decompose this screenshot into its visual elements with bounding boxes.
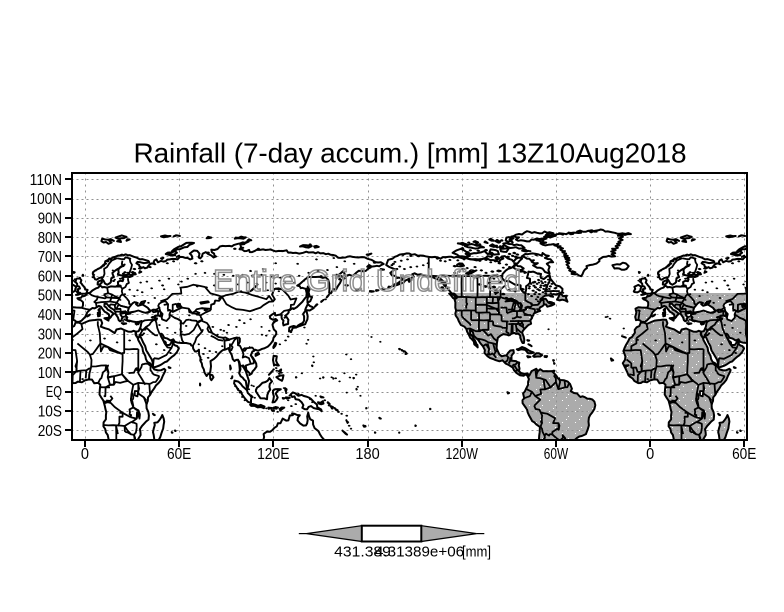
svg-text:Rainfall (7-day accum.) [mm] 1: Rainfall (7-day accum.) [mm] 13Z10Aug201… (133, 138, 686, 169)
svg-text:110N: 110N (30, 172, 62, 189)
svg-text:80N: 80N (38, 230, 62, 247)
svg-text:EQ: EQ (46, 384, 62, 401)
svg-text:40N: 40N (38, 307, 62, 324)
svg-text:4.31389e+06: 4.31389e+06 (375, 544, 464, 561)
svg-text:180: 180 (355, 446, 380, 463)
svg-text:60W: 60W (544, 446, 569, 463)
svg-text:20S: 20S (38, 423, 62, 440)
svg-text:10N: 10N (38, 365, 62, 382)
svg-text:120E: 120E (257, 446, 289, 463)
svg-text:10S: 10S (38, 404, 62, 421)
svg-text:60N: 60N (38, 268, 62, 285)
svg-text:60E: 60E (732, 446, 756, 463)
svg-text:50N: 50N (38, 288, 62, 305)
svg-text:90N: 90N (38, 211, 62, 228)
svg-text:20N: 20N (38, 346, 62, 363)
svg-text:100N: 100N (30, 191, 62, 208)
svg-text:Entire Grid Undefined: Entire Grid Undefined (213, 263, 522, 298)
svg-text:0: 0 (646, 446, 654, 463)
svg-text:70N: 70N (38, 249, 62, 266)
svg-text:0: 0 (81, 446, 89, 463)
svg-text:30N: 30N (38, 326, 62, 343)
svg-text:431.389: 431.389 (334, 544, 391, 561)
svg-text:120W: 120W (446, 446, 479, 463)
svg-text:[mm]: [mm] (462, 544, 491, 561)
svg-text:60E: 60E (167, 446, 191, 463)
